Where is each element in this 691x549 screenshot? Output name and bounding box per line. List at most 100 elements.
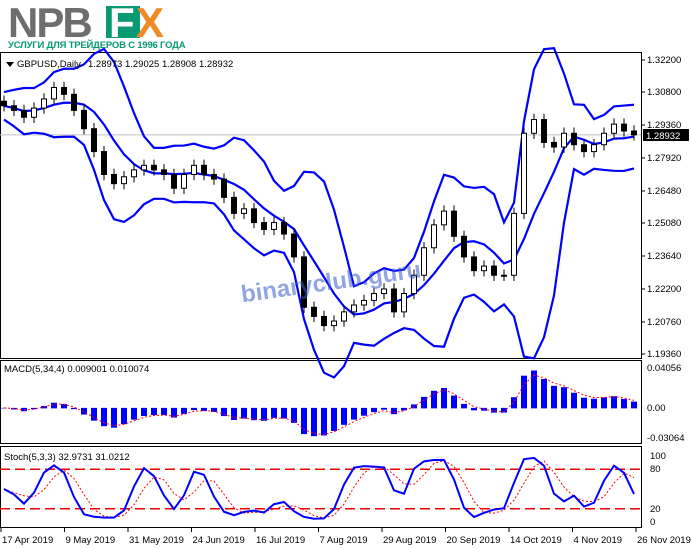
candle-body [301,256,307,308]
macd-bar [621,398,627,409]
svg-text:F: F [109,4,135,40]
candle-body [251,208,257,224]
candle-body [511,212,517,276]
stoch-tick-label: 20 [650,504,661,515]
candle-body [471,256,477,272]
macd-bar [111,407,117,428]
date-tick-label: 20 Sep 2019 [447,535,501,546]
candle-body [151,164,157,171]
candle-body [241,208,247,214]
price-tick-label: 1.30800 [647,87,681,98]
macd-bar [631,401,637,409]
candle-body [111,173,117,185]
macd-bar [611,396,617,409]
macd-bar [541,378,547,409]
price-tick-label: 1.26480 [647,186,681,197]
candle-body [531,119,537,134]
candle-body [221,178,227,198]
macd-panel [0,360,642,444]
current-price: 1.28932 [646,131,680,142]
macd-bar [561,387,567,409]
tagline: УСЛУГИ ДЛЯ ТРЕЙДЕРОВ С 1996 ГОДА [8,40,186,51]
dropdown-triangle-icon[interactable] [6,62,14,67]
date-tick-label: 17 Apr 2019 [2,535,53,546]
candle-body [391,288,397,313]
macd-bar [81,407,87,415]
candle-body [591,144,597,153]
macd-bar [461,403,467,409]
macd-bar [201,407,207,411]
stoch-panel [0,446,642,528]
macd-bar [181,407,187,414]
stoch-title: Stoch(5,3,3) 32.9731 31.0212 [4,452,130,463]
candle-body [91,128,97,153]
price-tick-label: 1.22200 [647,284,681,295]
candle-body [381,288,387,295]
svg-text:NPB: NPB [8,4,91,40]
macd-bar [451,395,457,409]
macd-bar [371,407,377,413]
macd-tick-label: 0.00 [647,403,666,414]
candle-body [311,306,317,317]
date-tick-label: 26 Nov 2019 [637,535,691,546]
date-tick-label: 16 Jul 2019 [256,535,305,546]
candle-body [421,247,427,276]
macd-bar [191,407,197,411]
macd-bar [31,407,37,410]
candle-body [321,315,327,327]
candle-body [41,98,47,109]
macd-bar [11,407,17,410]
macd-bar [121,407,127,425]
candle-body [461,235,467,258]
macd-bar [321,407,327,436]
price-tick-label: 1.27920 [647,153,681,164]
npbfx-logo: NPB F X [8,4,164,40]
macd-bar [131,407,137,420]
macd-bar [291,407,297,423]
price-tick-label: 1.19360 [647,349,681,360]
macd-bar [261,407,267,421]
candle-body [631,130,637,136]
candle-body [541,119,547,143]
candle-body [71,93,77,111]
ohlc-label: 1.28973 1.29025 1.28908 1.28932 [88,59,233,70]
candle-body [101,151,107,175]
macd-bar [281,407,287,419]
stoch-tick-label: 0 [650,517,655,528]
candle-body [271,222,277,230]
macd-bar [331,407,337,431]
bb-middle [3,101,635,316]
macd-bar [361,407,367,416]
candle-body [131,169,137,178]
candle-body [181,173,187,189]
candle-body [441,210,447,226]
candle-body [361,299,367,306]
stoch-tick-label: 80 [650,464,661,475]
macd-signal-line [3,374,635,436]
candle-body [121,176,127,185]
candle-body [571,132,577,146]
candle-body [581,144,587,153]
candle-body [411,274,417,295]
candle-body [431,224,437,249]
date-tick-label: 24 Jun 2019 [193,535,245,546]
candle-body [21,109,27,118]
macd-bar [171,407,177,418]
candle-body [211,173,217,180]
macd-bar [141,407,147,416]
macd-bar [441,388,447,409]
macd-bar [551,385,557,409]
bb-upper [3,46,635,288]
candle-body [291,233,297,258]
candle-body [11,105,17,111]
candle-body [231,196,237,214]
candle-body [481,265,487,272]
macd-bar [471,407,477,411]
macd-bar [591,398,597,409]
candle-body [551,141,557,148]
macd-bar [511,397,517,409]
candle-body [171,173,177,189]
candle-body [451,210,457,237]
